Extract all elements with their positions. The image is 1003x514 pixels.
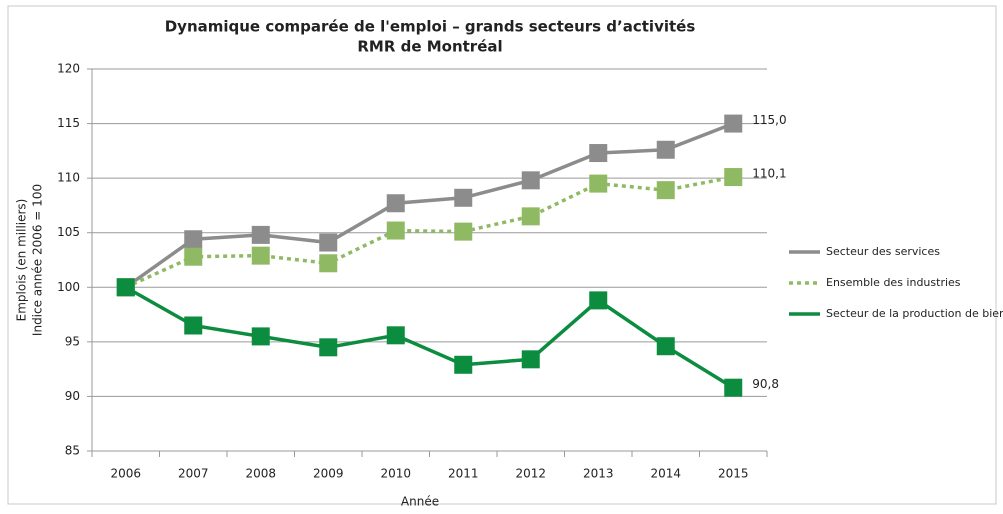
series-marker [454, 222, 473, 241]
y-axis-label: Indice année 2006 = 100 [31, 184, 45, 336]
x-axis-label: Année [401, 495, 439, 509]
x-tick-label: 2011 [448, 467, 479, 481]
y-tick-label: 95 [65, 334, 80, 348]
series-marker [386, 326, 405, 345]
series-marker [251, 225, 270, 244]
legend-label: Secteur de la production de biens [826, 307, 1003, 320]
series-line [125, 175, 734, 289]
x-tick-label: 2013 [583, 467, 614, 481]
chart-title: Dynamique comparée de l'emploi – grands … [165, 18, 696, 36]
x-tick-label: 2009 [313, 467, 344, 481]
series-line [124, 285, 735, 390]
series-marker [319, 254, 338, 273]
chart-frame [7, 5, 997, 505]
series-marker [724, 168, 743, 187]
y-tick-label: 100 [57, 280, 80, 294]
x-tick-label: 2007 [178, 467, 209, 481]
series-line [124, 121, 734, 289]
series-marker [184, 316, 203, 335]
x-tick-label: 2014 [650, 467, 681, 481]
x-tick-label: 2010 [380, 467, 411, 481]
y-tick-label: 85 [65, 444, 80, 458]
x-tick-label: 2008 [245, 467, 276, 481]
series-marker [319, 233, 338, 252]
series-marker [656, 337, 675, 356]
x-tick-label: 2012 [515, 467, 546, 481]
series-marker [656, 181, 675, 200]
series-marker [656, 140, 675, 159]
series-marker [386, 221, 405, 240]
series-marker [251, 327, 270, 346]
x-tick-label: 2015 [718, 467, 749, 481]
y-tick-label: 90 [65, 389, 80, 403]
data-label: 90,8 [752, 377, 779, 391]
series-marker [724, 114, 743, 133]
series-marker [521, 171, 540, 190]
y-axis-label: Emplois (en milliers) [15, 199, 29, 322]
series-marker [251, 246, 270, 265]
series-marker [724, 378, 743, 397]
series-marker [116, 278, 135, 297]
x-tick-label: 2006 [110, 467, 141, 481]
series-marker [386, 194, 405, 213]
series-marker [521, 350, 540, 369]
y-tick-label: 105 [57, 225, 80, 239]
series-marker [454, 355, 473, 374]
series-marker [589, 144, 608, 163]
series-marker [521, 207, 540, 226]
y-tick-label: 115 [57, 116, 80, 130]
data-label: 115,0 [752, 113, 786, 127]
series-marker [454, 188, 473, 207]
series-marker [589, 174, 608, 193]
series-marker [319, 338, 338, 357]
legend-label: Secteur des services [826, 245, 940, 258]
y-tick-label: 110 [57, 171, 80, 185]
y-tick-label: 120 [57, 62, 80, 76]
chart-title: RMR de Montréal [357, 38, 502, 56]
series-marker [184, 230, 203, 249]
series-marker [184, 247, 203, 266]
legend-label: Ensemble des industries [826, 276, 961, 289]
data-label: 110,1 [752, 167, 786, 181]
series-marker [589, 291, 608, 310]
